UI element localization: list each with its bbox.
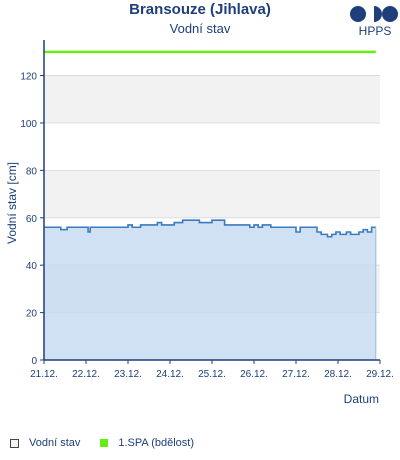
- logo-text: HPPS: [358, 24, 392, 38]
- y-ticks: 0 20 40 60 80 100 120: [20, 72, 44, 367]
- hpps-logo-icon: [350, 6, 398, 22]
- series-line-vodni-stav: [44, 219, 376, 238]
- series-area-fill: [44, 220, 376, 360]
- water-level-chart: 0 20 40 60 80 100 120 21.12. 22.12. 23.12. 24.12.…: [5, 40, 394, 406]
- series-area: [44, 219, 377, 360]
- grid-band: [44, 75, 380, 123]
- legend-label-vodni-stav: Vodní stav: [29, 437, 81, 449]
- grid-band: [44, 170, 380, 218]
- x-axis-label: Datum: [344, 392, 379, 406]
- y-axis-label: Vodní stav [cm]: [5, 162, 19, 244]
- legend-item-vodni-stav: Vodní stav: [10, 437, 80, 449]
- y-tick-label: 0: [31, 356, 37, 367]
- logo-circle-right: [382, 6, 398, 22]
- x-tick-label: 22.12.: [72, 369, 100, 380]
- chart-subtitle: Vodní stav: [169, 21, 231, 36]
- x-tick-label: 24.12.: [156, 369, 184, 380]
- x-ticks: 21.12. 22.12. 23.12. 24.12. 25.12. 26.12. 27.1…: [30, 360, 394, 380]
- legend-swatch-spa: [100, 439, 109, 447]
- x-tick-label: 25.12.: [198, 369, 226, 380]
- x-tick-label: 21.12.: [30, 369, 58, 380]
- y-tick-label: 40: [26, 261, 38, 272]
- logo-half-circle: [374, 6, 382, 22]
- logo-circle-left: [350, 6, 366, 22]
- y-tick-label: 100: [20, 119, 37, 130]
- y-tick-label: 80: [26, 166, 38, 177]
- y-tick-label: 120: [20, 72, 37, 83]
- chart-title: Bransouze (Jihlava): [129, 1, 271, 18]
- x-tick-label: 26.12.: [240, 369, 268, 380]
- legend: Vodní stav 1.SPA (bdělost): [10, 437, 214, 449]
- legend-item-spa: 1.SPA (bdělost): [100, 437, 194, 449]
- y-tick-label: 20: [26, 309, 38, 320]
- x-tick-label: 27.12.: [282, 369, 310, 380]
- x-tick-label: 29.12.: [366, 369, 394, 380]
- legend-swatch-vodni-stav: [10, 438, 19, 448]
- x-tick-label: 28.12.: [324, 369, 352, 380]
- legend-label-spa: 1.SPA (bdělost): [118, 437, 194, 449]
- x-tick-label: 23.12.: [114, 369, 142, 380]
- y-tick-label: 60: [26, 214, 38, 225]
